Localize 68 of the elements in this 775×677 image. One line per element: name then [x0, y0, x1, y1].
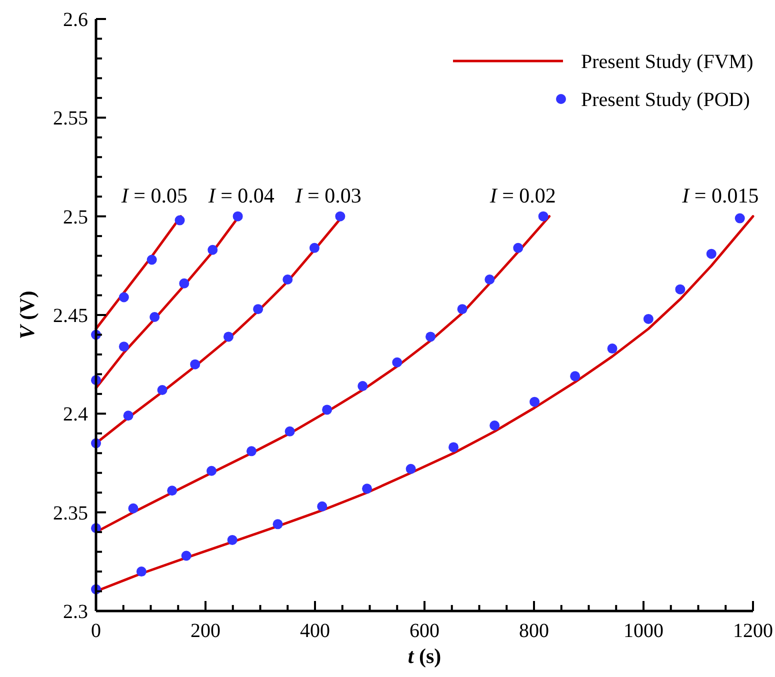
point — [675, 284, 686, 294]
annotation: I = 0.03 — [294, 183, 362, 208]
text: Present Study (FVM) — [581, 51, 754, 73]
point — [484, 274, 495, 284]
point — [643, 314, 654, 324]
point — [538, 211, 548, 222]
point — [253, 304, 264, 314]
annotation: I = 0.05 — [120, 183, 188, 208]
y-tick-label: 2.35 — [53, 502, 88, 524]
y-tick-label: 2.5 — [63, 206, 88, 228]
point — [358, 381, 368, 392]
point — [246, 446, 256, 456]
point — [206, 466, 217, 476]
point — [208, 244, 218, 255]
x-tick-label: 1000 — [624, 620, 664, 642]
point — [706, 248, 716, 259]
point — [157, 384, 168, 395]
x-tick-label: 600 — [410, 620, 440, 642]
point — [167, 486, 178, 496]
point — [190, 359, 200, 370]
annotation: I = 0.02 — [488, 183, 556, 208]
x-tick-label: 200 — [190, 620, 220, 642]
point — [282, 274, 293, 284]
point — [317, 501, 328, 512]
y-tick-label: 2.4 — [63, 404, 88, 426]
x-tick-label: 800 — [519, 620, 549, 642]
x-tick-label: 400 — [300, 620, 330, 642]
point — [223, 332, 234, 342]
point — [272, 519, 283, 530]
point — [174, 215, 185, 226]
point — [227, 534, 238, 545]
point — [530, 396, 540, 407]
point — [513, 242, 524, 253]
point — [457, 304, 468, 314]
point — [118, 292, 129, 302]
point — [448, 442, 459, 452]
y-tick-label: 2.3 — [63, 601, 88, 623]
y-tick-label: 2.6 — [63, 9, 88, 31]
point — [607, 344, 618, 354]
annotation: I = 0.04 — [207, 183, 275, 208]
x-tick-label: 0 — [91, 620, 101, 642]
point — [570, 371, 580, 382]
point — [150, 312, 160, 322]
point — [284, 426, 295, 436]
point — [490, 420, 500, 431]
point — [362, 484, 372, 494]
point — [734, 213, 745, 224]
point — [426, 332, 436, 342]
point — [118, 342, 129, 352]
point — [232, 211, 243, 222]
annotation: I = 0.015 — [681, 183, 759, 208]
y-tick-label: 2.45 — [53, 305, 88, 327]
point — [335, 211, 346, 222]
point — [128, 503, 138, 514]
y-axis-title: V (V) — [15, 290, 39, 340]
x-axis-title: t (s) — [408, 644, 442, 668]
point — [179, 278, 190, 288]
point — [322, 404, 332, 415]
point — [123, 410, 134, 421]
point — [146, 254, 157, 265]
point — [406, 464, 416, 474]
point — [309, 242, 320, 253]
legend-label: Present Study (POD) — [581, 89, 750, 111]
point — [181, 550, 192, 561]
point — [136, 566, 146, 577]
y-tick-label: 2.55 — [53, 108, 88, 130]
point — [392, 357, 402, 368]
x-tick-label: 1200 — [733, 620, 773, 642]
